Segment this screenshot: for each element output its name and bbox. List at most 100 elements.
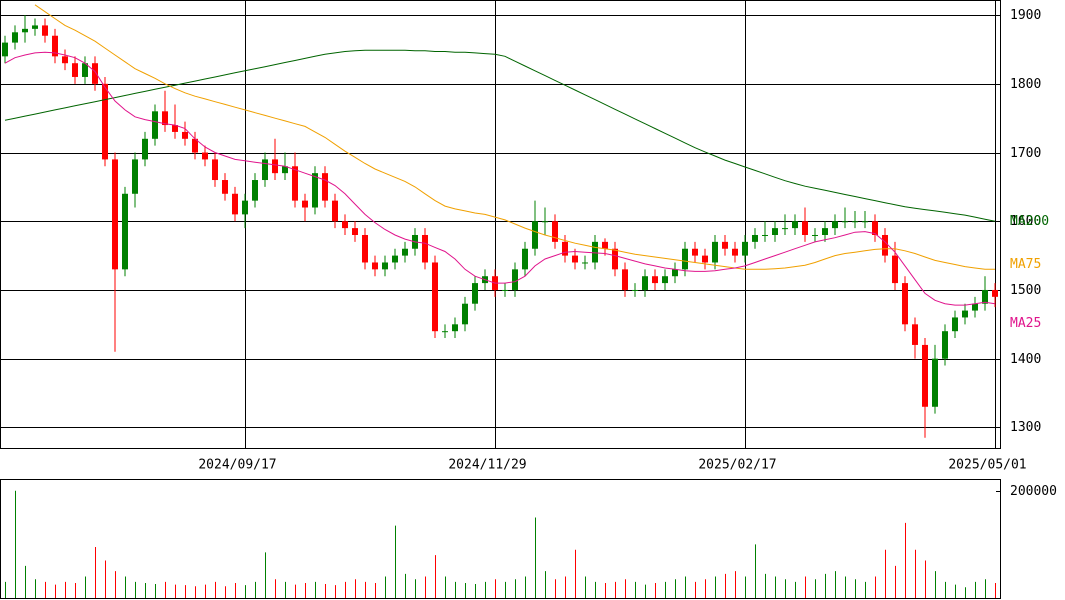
candle-body — [562, 241, 568, 256]
y-tick-label: 1300 — [1010, 420, 1041, 435]
candle-body — [192, 138, 198, 153]
candle-body — [42, 25, 48, 36]
candle-body — [242, 200, 248, 215]
x-tick-label: 2025/05/01 — [948, 458, 1026, 473]
volume-panel-frame — [0, 479, 1001, 599]
candle-body — [502, 289, 508, 291]
candle-body — [152, 111, 158, 139]
candle-body — [392, 255, 398, 263]
candle-body — [772, 228, 778, 235]
candle-body — [692, 248, 698, 256]
candle-body — [262, 159, 268, 181]
candle-body — [132, 159, 138, 194]
candle-body — [342, 221, 348, 229]
candle-body — [872, 221, 878, 235]
candle-body — [792, 221, 798, 229]
candle-body — [972, 303, 978, 311]
candle-body — [672, 269, 678, 277]
candle-body — [962, 310, 968, 318]
y-tick-label: 1500 — [1010, 283, 1041, 298]
y-tick-label: 1900 — [1010, 8, 1041, 23]
candle-body — [432, 262, 438, 332]
candle-body — [212, 159, 218, 181]
candle-body — [712, 241, 718, 263]
candle-body — [662, 276, 668, 284]
candle-body — [252, 180, 258, 201]
candle-body — [322, 173, 328, 201]
candle-body — [302, 200, 308, 208]
candle-body — [592, 241, 598, 263]
candle-body — [462, 303, 468, 325]
candle-body — [172, 125, 178, 132]
labels: 1300 1400 1500 1600 1700 1800 1900 2024/09/17 20… — [198, 8, 1057, 499]
candle-body — [92, 63, 98, 84]
candle-body — [812, 234, 818, 236]
candle-body — [992, 289, 998, 297]
candle-body — [82, 63, 88, 77]
candle-body — [942, 331, 948, 359]
candle-body — [312, 173, 318, 208]
candle-body — [612, 248, 618, 270]
candle-body — [222, 180, 228, 194]
candle-body — [182, 131, 188, 139]
candle-body — [422, 234, 428, 263]
candle-body — [762, 234, 768, 236]
candle-body — [892, 255, 898, 284]
candle-body — [982, 289, 988, 304]
x-tick-label: 2024/09/17 — [198, 458, 276, 473]
candle-body — [632, 289, 638, 291]
y-tick-label: 1400 — [1010, 352, 1041, 367]
candle-body — [742, 241, 748, 256]
candle-body — [582, 262, 588, 264]
candle-body — [292, 166, 298, 201]
candle-body — [832, 221, 838, 229]
candle-body — [122, 193, 128, 270]
candle-body — [552, 221, 558, 242]
candle-body — [602, 241, 608, 249]
y-tick-label: 200000 — [1010, 484, 1057, 499]
candle-body — [372, 262, 378, 270]
x-tick-label: 2025/02/17 — [698, 458, 776, 473]
candle-body — [862, 221, 868, 223]
y-tick-label: 1700 — [1010, 146, 1041, 161]
candle-body — [282, 166, 288, 174]
moving-average-line — [4, 51, 996, 306]
candle-body — [802, 221, 808, 235]
candle-body — [472, 283, 478, 304]
price-panel-frame — [0, 0, 1001, 449]
moving-average-line — [34, 4, 995, 270]
candle-body — [702, 255, 708, 263]
candle-body — [512, 269, 518, 290]
y-tick-label: 1800 — [1010, 77, 1041, 92]
candle-body — [922, 344, 928, 407]
candle-body — [542, 221, 548, 223]
candle-body — [782, 228, 788, 230]
candle-body — [22, 28, 28, 33]
candle-body — [442, 331, 448, 333]
candle-body — [572, 255, 578, 263]
candle-body — [622, 269, 628, 290]
candle-body — [682, 248, 688, 270]
candle-body — [62, 56, 68, 64]
candle-body — [72, 63, 78, 77]
candle-body — [902, 283, 908, 325]
candle-body — [822, 228, 828, 235]
candle-body — [732, 248, 738, 256]
candle-body — [452, 324, 458, 332]
candle-body — [642, 276, 648, 290]
line-label: MA200 — [1010, 214, 1049, 229]
candle-body — [352, 228, 358, 235]
line-label: MA25 — [1010, 316, 1041, 331]
candle-body — [522, 248, 528, 270]
marks — [2, 4, 998, 598]
candle-body — [272, 159, 278, 174]
candle-body — [882, 234, 888, 256]
candle-body — [142, 138, 148, 160]
x-tick-label: 2024/11/29 — [448, 458, 526, 473]
candle-body — [722, 241, 728, 249]
candle-body — [402, 248, 408, 256]
candle-body — [912, 324, 918, 345]
grid — [0, 0, 1000, 492]
candle-body — [532, 221, 538, 249]
candle-body — [12, 32, 18, 43]
